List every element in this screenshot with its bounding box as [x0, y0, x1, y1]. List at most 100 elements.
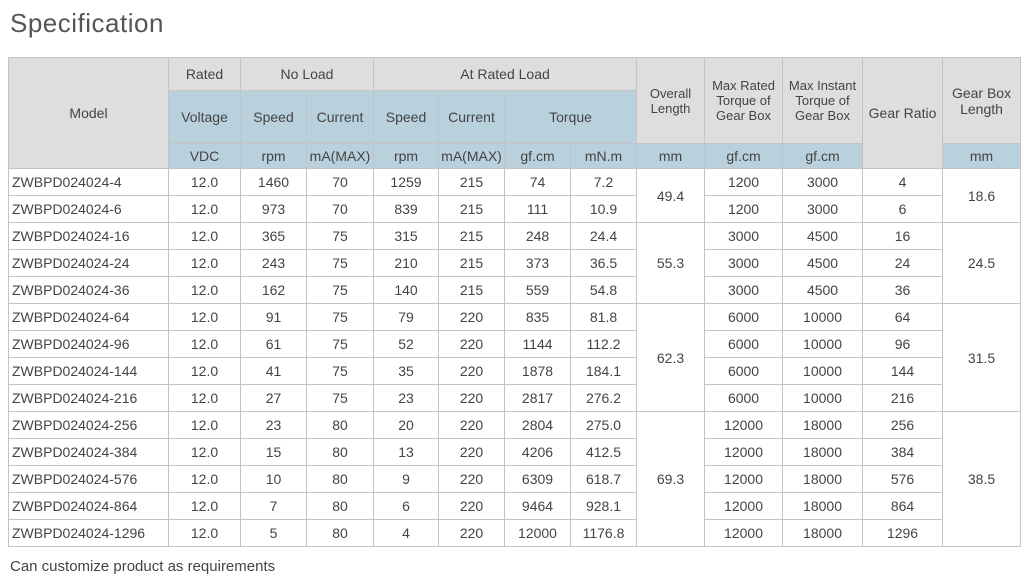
cell-rated-speed: 13: [373, 438, 439, 466]
table-row: ZWBPD024024-16 12.0 365 75 315 215 248 24.4 55.3…: [8, 222, 1022, 304]
cell-max-instant-torque: 18000: [782, 492, 864, 520]
cell-no-load-current: 70: [306, 168, 374, 196]
header-model: Model: [8, 57, 169, 169]
cell-torque-mnm: 24.4: [569, 222, 638, 250]
header-max-rated-torque: Max Rated Torque of Gear Box: [704, 57, 784, 144]
cell-rated-current: 215: [438, 249, 505, 277]
cell-no-load-speed: 7: [240, 492, 307, 520]
cell-no-load-current: 70: [306, 195, 374, 223]
cell-no-load-speed: 23: [240, 411, 307, 439]
table-row: ZWBPD024024-36 12.0 162 75 140 215 559 54.8 3000…: [8, 276, 1021, 304]
footnote: Can customize product as requirements: [10, 558, 276, 575]
cell-voltage: 12.0: [168, 249, 241, 277]
cell-rated-current: 215: [438, 222, 505, 250]
cell-no-load-current: 75: [306, 249, 374, 277]
cell-gear-ratio: 1296: [862, 519, 944, 547]
cell-max-instant-torque: 10000: [782, 303, 864, 331]
cell-rated-current: 220: [438, 492, 505, 520]
cell-torque-mnm: 1176.8: [569, 519, 638, 547]
cell-voltage: 12.0: [168, 357, 241, 385]
cell-voltage: 12.0: [168, 519, 241, 547]
cell-torque-mnm: 275.0: [569, 411, 638, 439]
cell-rated-current: 220: [438, 438, 505, 466]
cell-max-rated-torque: 1200: [704, 195, 784, 223]
cell-gear-ratio: 576: [862, 465, 944, 493]
cell-model: ZWBPD024024-6: [8, 195, 169, 223]
cell-no-load-speed: 91: [240, 303, 307, 331]
cell-model: ZWBPD024024-256: [8, 411, 169, 439]
cell-rated-speed: 6: [373, 492, 439, 520]
unit-rpm: rpm: [240, 143, 307, 169]
cell-no-load-current: 80: [306, 438, 374, 466]
header-overall-length: Overall Length: [636, 57, 706, 144]
cell-no-load-speed: 61: [240, 330, 307, 358]
cell-torque-gfcm: 6309: [504, 465, 571, 493]
unit-vdc: VDC: [168, 143, 241, 169]
cell-max-instant-torque: 18000: [782, 465, 864, 493]
cell-gear-ratio: 864: [862, 492, 944, 520]
cell-max-rated-torque: 3000: [704, 249, 784, 277]
cell-voltage: 12.0: [168, 330, 241, 358]
cell-no-load-current: 75: [306, 384, 374, 412]
cell-torque-mnm: 276.2: [569, 384, 638, 412]
cell-no-load-speed: 1460: [240, 168, 307, 196]
table-row: ZWBPD024024-64 12.0 91 75 79 220 835 81.8 62.3 60…: [8, 303, 1022, 412]
cell-max-rated-torque: 6000: [704, 303, 784, 331]
cell-voltage: 12.0: [168, 195, 241, 223]
table-row: ZWBPD024024-6 12.0 973 70 839 215 111 10.9 1200 3…: [8, 195, 1021, 223]
cell-no-load-speed: 27: [240, 384, 307, 412]
cell-model: ZWBPD024024-864: [8, 492, 169, 520]
cell-max-rated-torque: 12000: [704, 492, 784, 520]
cell-torque-gfcm: 835: [504, 303, 571, 331]
cell-rated-current: 220: [438, 303, 505, 331]
unit-gfcm: gf.cm: [782, 143, 864, 169]
cell-no-load-speed: 5: [240, 519, 307, 547]
cell-max-instant-torque: 4500: [782, 222, 864, 250]
cell-gear-ratio: 256: [862, 411, 944, 439]
cell-no-load-current: 75: [306, 330, 374, 358]
header-rated-speed: Speed: [373, 90, 439, 144]
cell-max-instant-torque: 4500: [782, 249, 864, 277]
cell-no-load-speed: 10: [240, 465, 307, 493]
cell-gear-box-length: 31.5: [942, 303, 1022, 412]
specification-table: Model Rated No Load At Rated Load Overal…: [8, 57, 1022, 547]
cell-no-load-current: 75: [306, 303, 374, 331]
cell-max-instant-torque: 3000: [782, 168, 864, 196]
table-row: ZWBPD024024-576 12.0 10 80 9 220 6309 618.7 1200…: [8, 465, 1021, 493]
header-rated-current: Current: [438, 90, 505, 144]
cell-voltage: 12.0: [168, 303, 241, 331]
cell-model: ZWBPD024024-96: [8, 330, 169, 358]
cell-torque-gfcm: 111: [504, 195, 571, 223]
cell-no-load-speed: 973: [240, 195, 307, 223]
table-row: ZWBPD024024-216 12.0 27 75 23 220 2817 276.2 600…: [8, 384, 1021, 412]
unit-ma: mA(MAX): [306, 143, 374, 169]
cell-voltage: 12.0: [168, 168, 241, 196]
cell-gear-box-length: 18.6: [942, 168, 1022, 223]
cell-no-load-speed: 15: [240, 438, 307, 466]
cell-model: ZWBPD024024-576: [8, 465, 169, 493]
cell-voltage: 12.0: [168, 438, 241, 466]
cell-max-instant-torque: 18000: [782, 438, 864, 466]
cell-torque-gfcm: 373: [504, 249, 571, 277]
page-title: Specification: [10, 8, 164, 38]
cell-no-load-current: 80: [306, 411, 374, 439]
cell-max-instant-torque: 4500: [782, 276, 864, 304]
cell-rated-speed: 20: [373, 411, 439, 439]
cell-rated-current: 220: [438, 384, 505, 412]
cell-overall-length: 55.3: [636, 222, 706, 304]
unit-gfcm: gf.cm: [504, 143, 571, 169]
header-at-rated-load: At Rated Load: [372, 57, 638, 91]
cell-torque-mnm: 618.7: [569, 465, 638, 493]
cell-torque-gfcm: 2804: [504, 411, 571, 439]
cell-torque-gfcm: 2817: [504, 384, 571, 412]
cell-model: ZWBPD024024-4: [8, 168, 169, 196]
cell-rated-current: 220: [438, 465, 505, 493]
unit-gfcm: gf.cm: [704, 143, 784, 169]
cell-torque-mnm: 10.9: [569, 195, 638, 223]
cell-torque-mnm: 928.1: [569, 492, 638, 520]
cell-no-load-current: 80: [306, 465, 374, 493]
cell-rated-current: 215: [438, 168, 505, 196]
cell-torque-mnm: 7.2: [569, 168, 638, 196]
header-no-load: No Load: [240, 57, 374, 91]
cell-torque-mnm: 112.2: [569, 330, 638, 358]
